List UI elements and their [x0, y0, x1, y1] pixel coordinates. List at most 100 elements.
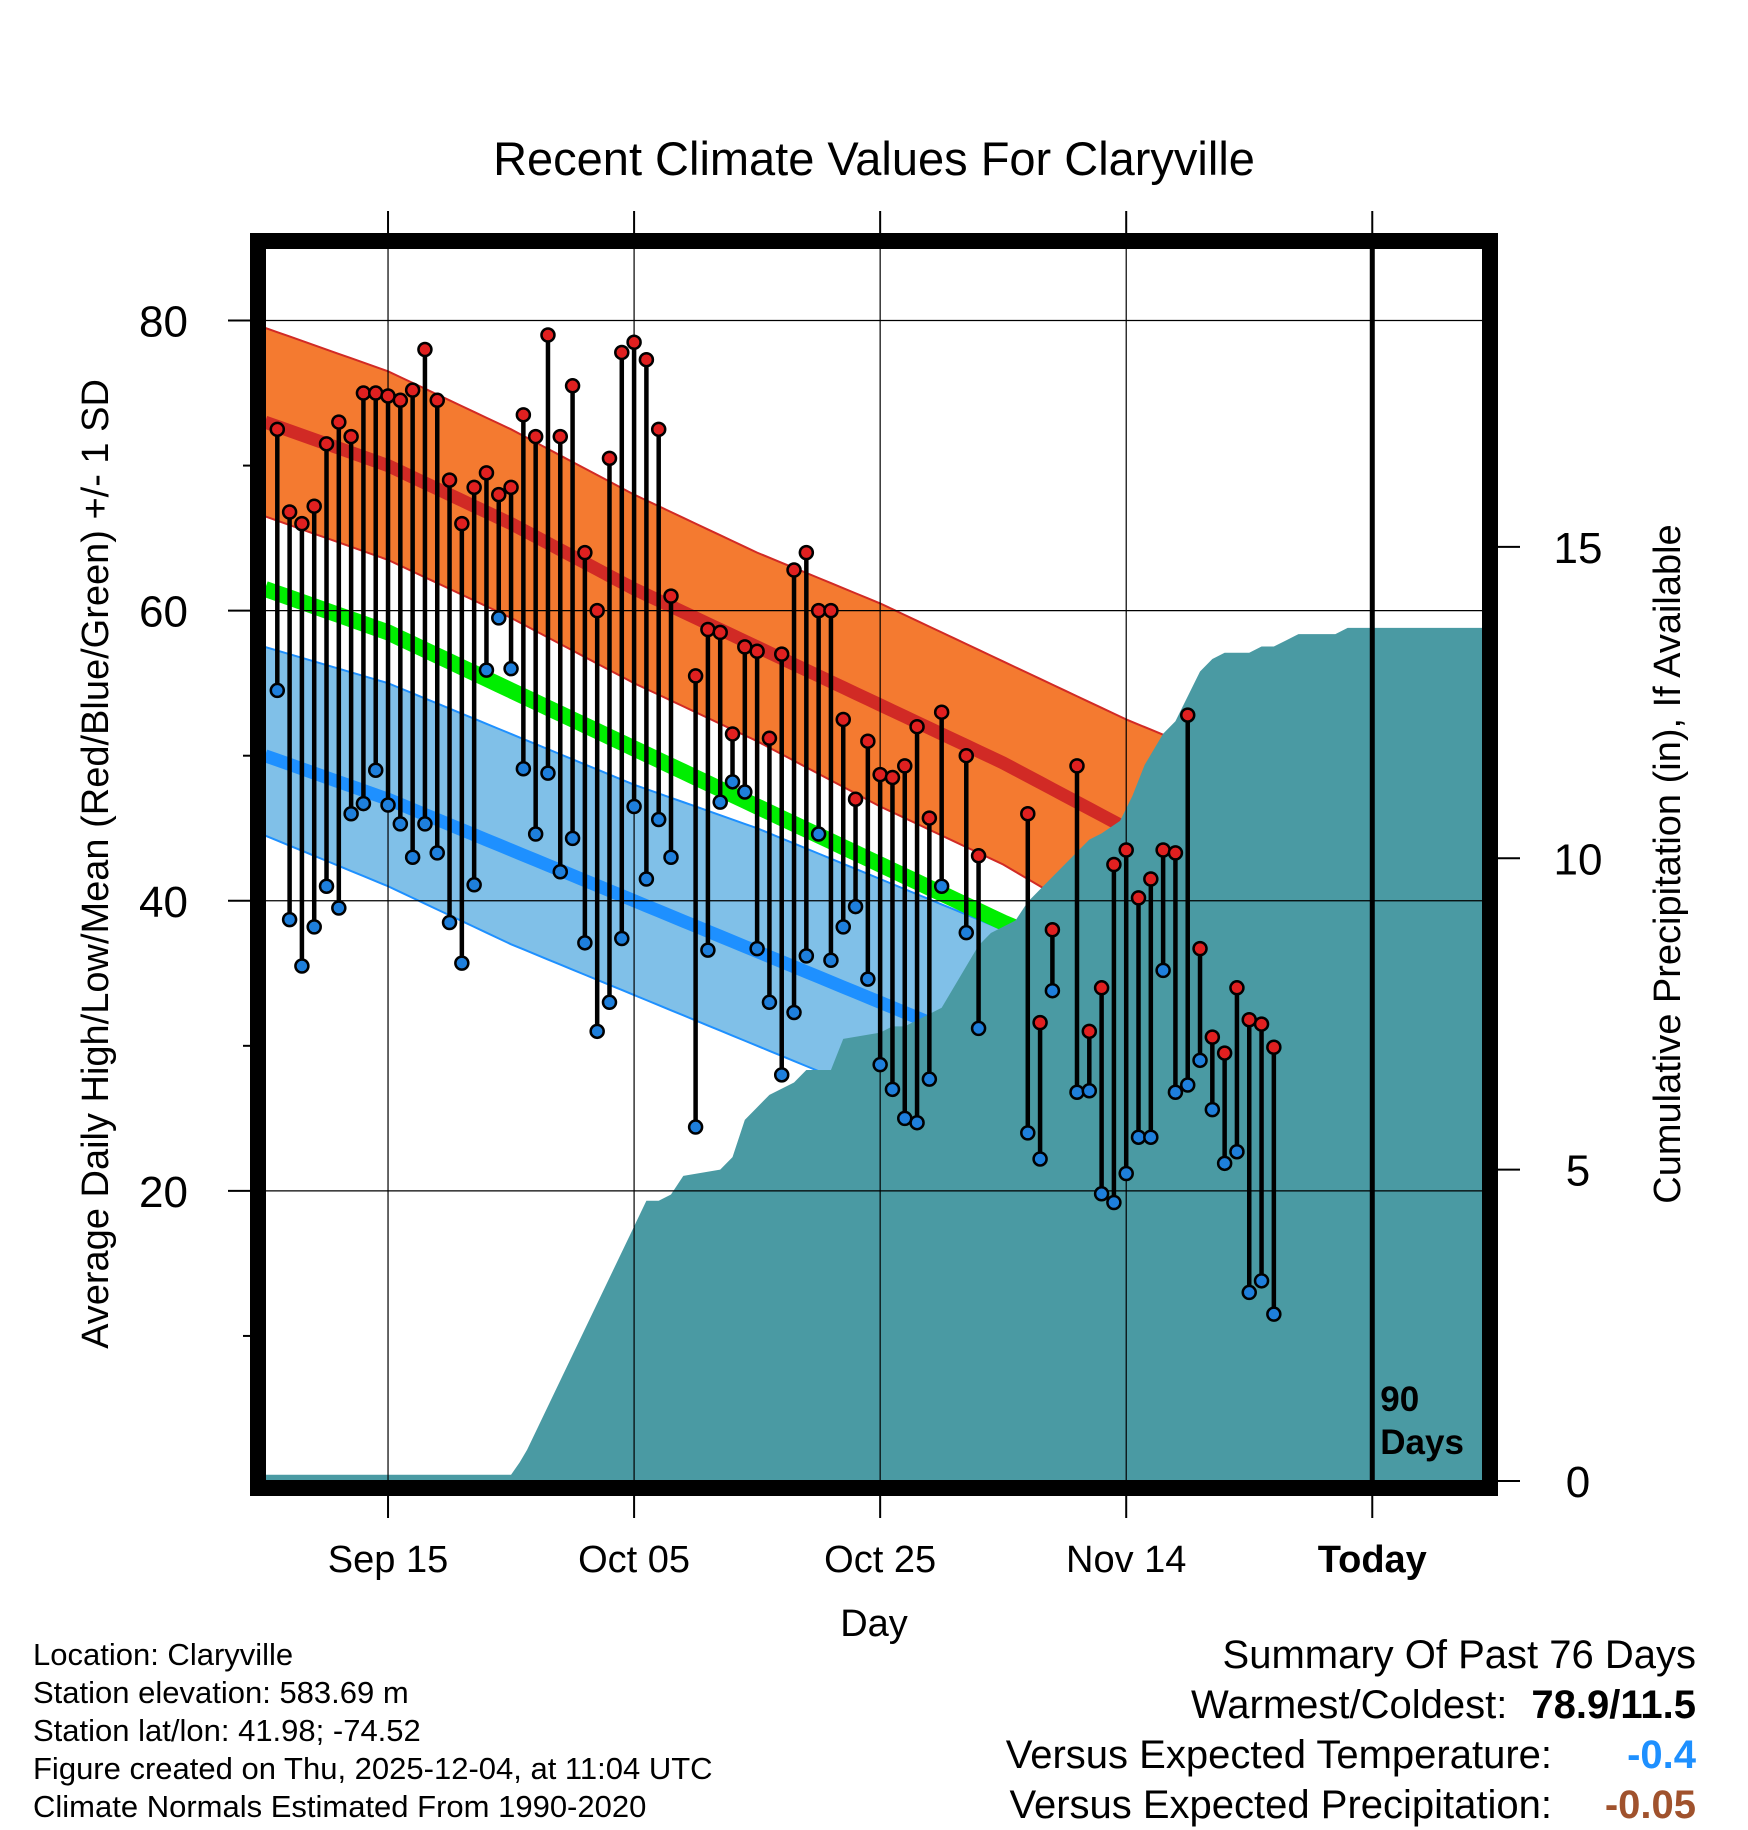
observed-low-point [798, 948, 815, 964]
today-days-label: Days [1380, 1423, 1464, 1462]
observed-low-point [1081, 1083, 1098, 1099]
observed-high-point [367, 385, 384, 401]
observed-high-point [417, 341, 433, 358]
created-text: Figure created on Thu, 2025-12-04, at 11… [33, 1751, 713, 1786]
observed-high-point [737, 639, 753, 655]
observed-high-point [650, 421, 667, 438]
observed-high-point [638, 351, 655, 368]
observed-low-point [1266, 1306, 1282, 1322]
observed-low-point [1069, 1084, 1085, 1100]
normals-text: Climate Normals Estimated From 1990-2020 [33, 1789, 647, 1824]
observed-high-point [1229, 980, 1245, 996]
observed-low-point [503, 660, 519, 677]
observed-low-point [773, 1067, 790, 1083]
observed-low-point [1253, 1273, 1270, 1289]
observed-high-point [1106, 856, 1122, 873]
observed-high-point [933, 704, 950, 720]
observed-high-point [478, 465, 495, 481]
y-axis-label: Average Daily High/Low/Mean (Red/Blue/Gr… [75, 379, 117, 1349]
observed-low-point [601, 994, 618, 1011]
observed-high-point [687, 668, 704, 684]
y2-tick-label: 0 [1566, 1458, 1590, 1507]
chart-title: Recent Climate Values For Claryville [493, 132, 1255, 185]
observed-high-point [823, 602, 839, 619]
observed-high-point [527, 428, 544, 445]
observed-high-point [847, 791, 864, 807]
observed-high-point [897, 758, 913, 774]
observed-high-point [1192, 940, 1208, 957]
observed-high-point [1167, 845, 1184, 861]
observed-high-point [564, 378, 581, 394]
axes: 20 40 60 80 0 5 10 15 Sep 15 Oct 05 Oct 25 Nov 14 To… [139, 211, 1602, 1581]
observed-high-point [786, 562, 802, 578]
observed-high-point [1179, 707, 1196, 723]
observed-high-point [343, 428, 359, 445]
observed-low-point [1130, 1129, 1147, 1145]
precip-value: -0.05 [1604, 1783, 1696, 1827]
observed-low-point [404, 849, 421, 865]
observed-low-point [269, 682, 286, 699]
observed-high-point [614, 344, 630, 361]
x-tick-label: Oct 05 [578, 1539, 690, 1581]
observed-high-point [724, 726, 741, 742]
observed-high-point [601, 450, 618, 467]
observed-high-point [491, 486, 507, 503]
observed-low-point [1118, 1165, 1134, 1182]
observed-high-point [294, 515, 310, 532]
elevation-text: Station elevation: 583.69 m [33, 1675, 409, 1710]
observed-low-point [614, 930, 630, 947]
observed-high-point [441, 472, 458, 488]
observed-low-point [712, 794, 728, 810]
station-info: Location: Claryville Station elevation: … [33, 1636, 713, 1826]
observed-low-point [737, 784, 753, 800]
observed-high-point [1155, 842, 1171, 858]
observed-high-point [773, 646, 790, 662]
observed-high-point [626, 334, 642, 351]
observed-low-point [281, 911, 298, 928]
observed-high-point [540, 327, 556, 343]
observed-high-point [503, 479, 519, 496]
observed-low-point [441, 914, 458, 931]
observed-high-point [921, 810, 938, 826]
observed-low-point [761, 994, 778, 1011]
observed-low-point [429, 845, 445, 861]
observed-high-point [1266, 1039, 1282, 1056]
observed-high-point [1118, 842, 1134, 858]
observed-low-point [958, 924, 975, 941]
observed-low-point [884, 1081, 901, 1098]
observed-high-point [577, 544, 593, 561]
x-tick-label: Oct 25 [824, 1539, 936, 1581]
observed-low-point [1093, 1186, 1110, 1202]
y2-tick-label: 5 [1566, 1147, 1590, 1196]
observed-low-point [810, 826, 827, 842]
observed-low-point [638, 871, 655, 887]
warm-cold-label: Warmest/Coldest: [1191, 1683, 1508, 1727]
observed-low-point [1216, 1155, 1233, 1172]
observed-high-point [1253, 1016, 1270, 1032]
observed-high-point [1044, 922, 1061, 938]
observed-high-point [454, 515, 470, 532]
observed-low-point [749, 940, 765, 957]
observed-high-point [404, 382, 421, 398]
observed-low-point [921, 1071, 938, 1087]
latlon-text: Station lat/lon: 41.98; -74.52 [33, 1713, 421, 1748]
x-tick-label: Today [1318, 1539, 1427, 1581]
observed-high-point [909, 718, 925, 735]
precip-row: Versus Expected Precipitation: -0.05 [1006, 1780, 1696, 1830]
observed-high-point [884, 769, 901, 786]
y2-tick-label: 15 [1554, 524, 1603, 573]
observed-high-point [1143, 871, 1159, 887]
observed-low-point [823, 952, 839, 968]
observed-high-point [318, 436, 335, 452]
observed-high-point [355, 385, 372, 401]
x-tick-label: Nov 14 [1066, 1539, 1186, 1581]
observed-low-point [331, 900, 347, 916]
observed-low-point [589, 1023, 605, 1040]
observed-low-point [367, 762, 384, 778]
observed-low-point [417, 816, 433, 832]
observed-low-point [687, 1119, 704, 1135]
observed-high-point [380, 388, 396, 404]
temp-row: Versus Expected Temperature: -0.4 [1006, 1730, 1696, 1780]
observed-low-point [1229, 1143, 1245, 1160]
